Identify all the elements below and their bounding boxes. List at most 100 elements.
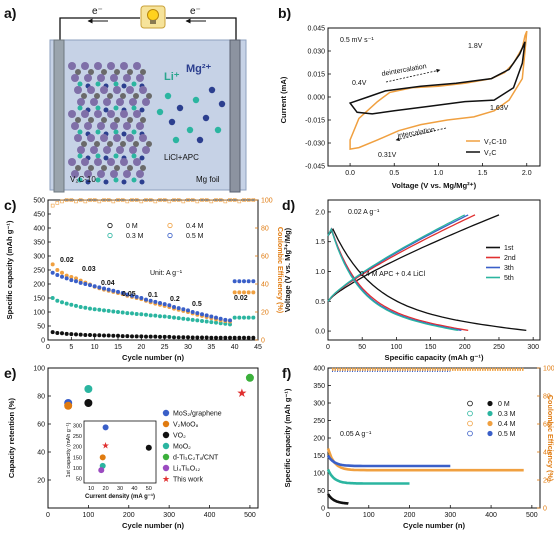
- capacity-point: [60, 270, 64, 275]
- capacity-point: [214, 320, 218, 325]
- inset-ytick-3: 200: [73, 445, 82, 451]
- plot-c-xlabel: Cycle number (n): [122, 353, 184, 362]
- plot-c-legend: 0 M 0.3 M 0.4 M 0.5 M: [107, 222, 204, 240]
- vanadium-atom: [84, 122, 92, 130]
- capacity-point: [60, 331, 64, 336]
- capacity-point: [83, 282, 88, 286]
- vanadium-atom: [94, 62, 102, 70]
- li-ion: [95, 81, 101, 87]
- vanadium-atom: [74, 134, 82, 142]
- panel-b: b) 0.0 0.5 1.0 1.5 2.0 0.045 0.030 0.015 0.000 -0…: [278, 5, 541, 190]
- rate-label-6: 0.5: [192, 301, 202, 308]
- capacity-point: [111, 288, 116, 293]
- inset-ytick-5: 300: [73, 423, 82, 429]
- electron-right-label: e⁻: [190, 6, 201, 17]
- plot-e-ticks: 0 100 200 300 400 500 20 40 60 80 100: [33, 366, 256, 520]
- legend-e-marker-4: [162, 453, 170, 461]
- plot-d-ytick-label-1: 0.5: [315, 299, 325, 306]
- plot-f-points: [326, 367, 524, 505]
- electrolyte-ion: [202, 114, 210, 122]
- plot-f-y2tick-label-2: 40: [543, 450, 551, 457]
- inset-ytick-4: 250: [73, 434, 82, 440]
- capacity-point: [242, 290, 246, 295]
- plot-c-xtick-label-7: 35: [207, 344, 215, 351]
- plot-b-ytick-label-0: 0.045: [307, 26, 325, 33]
- plot-f-legend: 0 M 0.3 M 0.4 M 0.5 M: [467, 400, 516, 438]
- capacity-point: [246, 279, 251, 284]
- capacity-point: [218, 321, 223, 326]
- inset-point-4: [98, 467, 105, 474]
- plot-d-xtick-label-6: 300: [527, 344, 539, 351]
- electrolyte-label-d: 0.4 M APC + 0.4 LiCl: [360, 271, 426, 278]
- electrolyte-ion: [172, 136, 180, 144]
- plot-e-xlabel: Cycle number (n): [122, 521, 184, 530]
- plot-f-xtick-label-3: 300: [444, 512, 456, 519]
- capacity-point: [200, 312, 204, 317]
- plot-b-xtick-label-2: 1.0: [434, 170, 444, 177]
- capacity-point: [92, 307, 97, 312]
- capacity-point: [116, 289, 120, 294]
- capacity-point: [228, 322, 232, 327]
- circuit-wire: [59, 17, 237, 42]
- capacity-point: [139, 334, 144, 339]
- carbon-atom: [94, 141, 100, 147]
- ce-point: [181, 199, 186, 204]
- vanadium-atom: [68, 62, 76, 70]
- capacity-point: [190, 317, 195, 322]
- inset-xlabel: Current density (mA g⁻¹): [85, 493, 155, 500]
- plot-b-ytick-label-2: 0.015: [307, 72, 325, 79]
- legend-f-ce-marker-2: [467, 420, 473, 427]
- carbon-atom: [140, 165, 146, 171]
- inset-point-1: [99, 454, 106, 461]
- vanadium-atom: [81, 110, 89, 118]
- legend-e-label-1: V₂MoO₈: [173, 422, 199, 429]
- plot-b-xtick-label-3: 1.5: [478, 170, 488, 177]
- plot-c-ytick-label-0: 0: [41, 338, 45, 345]
- ce-point: [64, 198, 69, 202]
- plot-c-points: [50, 198, 256, 340]
- ce-point: [200, 198, 204, 202]
- electrolyte-ion: [196, 136, 204, 144]
- plot-c-xtick-label-0: 0: [46, 344, 50, 351]
- ce-point: [167, 199, 172, 204]
- vanadium-atom: [110, 74, 118, 82]
- legend-e-label-3: MoO₂: [173, 444, 191, 451]
- capacity-point: [172, 304, 176, 309]
- vanadium-atom: [90, 98, 98, 106]
- inset-frame: [83, 420, 157, 484]
- li-ion: [77, 105, 83, 111]
- carbon-atom: [114, 165, 120, 171]
- capacity-point: [232, 315, 237, 320]
- retention-point-1: [64, 401, 73, 410]
- vanadium-atom: [97, 122, 105, 130]
- plot-c-y2tick-label-0: 0: [261, 338, 265, 345]
- plot-c-y2tick-label-1: 20: [261, 310, 269, 317]
- plot-c-y2tick-label-2: 40: [261, 282, 269, 289]
- plot-e-ytick-label-2: 60: [37, 422, 45, 429]
- plot-e-ytick-label-3: 80: [37, 394, 45, 401]
- cv-curve-0: [349, 30, 528, 150]
- vanadium-atom: [68, 110, 76, 118]
- capacity-point: [153, 299, 158, 304]
- inset-xtick-3: 40: [131, 486, 137, 492]
- ce-point: [144, 198, 148, 202]
- legend-c-label-3: 0.5 M: [186, 233, 204, 240]
- capacity-point: [181, 335, 186, 340]
- capacity-point: [116, 310, 120, 314]
- capacity-point: [50, 270, 55, 275]
- this-work-star: ★: [236, 386, 247, 400]
- ce-point: [158, 198, 162, 202]
- capacity-point: [134, 334, 139, 339]
- legend-f-marker-0: [487, 400, 493, 407]
- ce-point: [172, 198, 176, 202]
- capacity-point: [251, 279, 256, 284]
- ce-point: [153, 199, 158, 204]
- legend-e-label-2: VO₂: [173, 433, 186, 440]
- deintercalation-label: deintercalation: [381, 63, 427, 78]
- capacity-point: [153, 313, 158, 318]
- ce-point: [125, 199, 130, 204]
- plot-d-curves: [327, 214, 527, 332]
- capacity-point: [200, 318, 204, 323]
- plot-e-ytick-label-0: 20: [37, 478, 45, 485]
- capacity-point: [88, 306, 92, 311]
